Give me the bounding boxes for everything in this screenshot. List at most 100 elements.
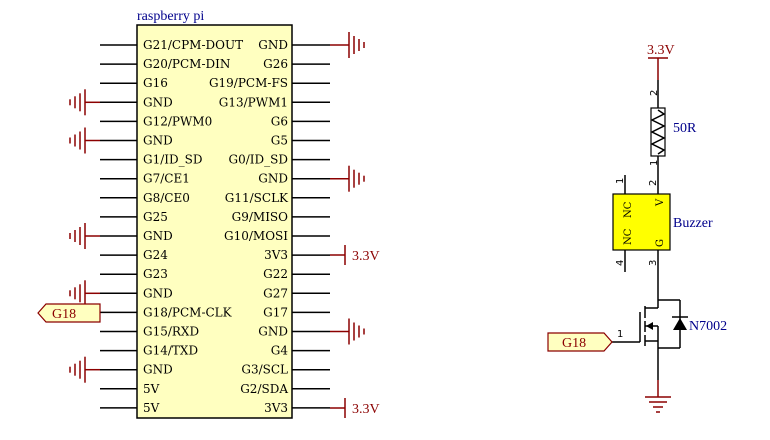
left-pin-label: GND [143,134,173,148]
right-pin: G3/SCL [241,363,330,377]
right-pin-label: GND [258,172,288,186]
r-pin-top: 2 [649,90,660,96]
left-pin-label: G25 [143,210,168,224]
left-pin: G7/CE1 [100,172,190,186]
g18-net-label-right: G18 [547,332,613,352]
right-pin-group: GND G26 G19/PCM-FS G13/PWM1 G6 G5 G0/ID_SD GND G… [209,32,365,415]
buzzer: NC NC V G Buzzer 1 2 4 3 [612,175,713,290]
right-pin: G4 [271,344,330,358]
chip-title: raspberry pi [137,9,204,24]
buzzer-label: Buzzer [673,216,713,231]
right-pin: G27 [263,286,330,300]
left-pin-label: G20/PCM-DIN [143,57,230,71]
right-pin-label: G13/PWM1 [219,95,288,109]
raspberry-pi-chip [136,24,293,419]
r-pin-bot: 1 [649,160,660,166]
left-pin: G1/ID_SD [100,153,202,167]
left-pin-label: 5V [143,382,160,396]
ground-symbol [330,165,365,192]
right-pin-label: G6 [271,114,288,128]
left-pin-group: G21/CPM-DOUT G20/PCM-DIN G16 GND G12/PWM0 GND… [69,38,243,415]
g18-label-left: G18 [52,307,76,322]
vcc-top: 3.3V [647,43,675,80]
bz-pin-tr: 2 [648,180,659,186]
g18-label-right: G18 [562,336,586,351]
right-pin: GND [258,32,365,58]
right-pin-label: G9/MISO [232,210,289,224]
right-pin-label: G17 [263,305,288,319]
left-pin-label: G14/TXD [143,344,198,358]
vcc-top-label: 3.3V [647,43,675,58]
left-pin: G12/PWM0 [100,114,212,128]
ground-symbol [69,89,100,116]
left-pin-label: G21/CPM-DOUT [143,38,243,52]
left-pin: GND [69,89,173,116]
resistor-50r: 50R 2 1 [649,80,697,194]
right-pin-label: 3V3 [264,401,288,415]
left-pin-label: GND [143,95,173,109]
right-pin: G6 [271,114,330,128]
right-pin-label: G22 [263,267,288,281]
right-pin: G0/ID_SD [229,153,330,167]
ground-symbol-bottom [645,380,671,413]
transistor-label: N7002 [689,319,727,334]
resistor-label: 50R [673,121,697,136]
left-pin: G23 [100,267,168,281]
left-pin-label: G12/PWM0 [143,114,212,128]
bz-pin-bl: 4 [615,260,626,266]
left-pin-label: G1/ID_SD [143,153,202,167]
right-pin-label: 3V3 [264,248,288,262]
left-pin-label: GND [143,229,173,243]
ground-symbol [330,32,365,58]
buzzer-v: V [655,198,666,207]
right-pin-label: G3/SCL [241,363,288,377]
left-pin-label: GND [143,363,173,377]
right-pin-label: G27 [263,286,288,300]
left-pin: G24 [100,248,168,262]
right-pin-label: G2/SDA [240,382,288,396]
left-pin-label: G24 [143,248,168,262]
bz-pin-br: 3 [648,260,659,266]
ground-symbol [69,223,100,249]
right-pin: 3V3 [264,401,330,415]
left-pin: G16 [100,76,168,90]
ground-symbol [69,280,100,307]
left-pin-label: G23 [143,267,168,281]
left-pin-label: G7/CE1 [143,172,190,186]
left-pin: GND [69,223,173,249]
left-pin-label: GND [143,286,173,300]
left-pin: G8/CE0 [100,191,190,205]
ground-symbol [69,127,100,154]
right-pin-label: G10/MOSI [224,229,288,243]
left-pin-label: G8/CE0 [143,191,190,205]
right-pin: G10/MOSI [224,229,330,243]
left-pin: G21/CPM-DOUT [100,38,243,52]
left-pin-label: G18/PCM-CLK [143,305,233,319]
vcc-label-a: 3.3V [352,249,380,264]
right-pin-label: G19/PCM-FS [209,76,288,90]
right-pin: GND [258,165,365,192]
buzzer-nc2: NC [623,228,634,245]
bz-pin-tl: 1 [615,178,626,184]
ground-symbol [330,318,365,345]
vcc-flag-3v3-a: 3.3V [330,245,380,265]
left-pin-label: 5V [143,401,160,415]
right-pin: G19/PCM-FS [209,76,330,90]
g18-net-label-left: G18 [37,303,101,323]
left-pin: G20/PCM-DIN [100,57,230,71]
right-pin-label: G26 [263,57,288,71]
left-pin: G15/RXD [100,325,199,339]
buzzer-nc1: NC [623,201,634,218]
right-pin: G2/SDA [240,382,330,396]
left-pin: GND [69,127,173,154]
left-pin: GND [69,280,173,307]
left-pin: GND [69,356,173,383]
left-pin: 5V [100,401,160,415]
left-pin: G14/TXD [100,344,198,358]
left-pin: G25 [100,210,168,224]
mosfet-n7002: N7002 1 [612,290,727,380]
right-pin-label: GND [258,325,288,339]
right-pin-label: G11/SCLK [225,191,289,205]
gate-pin-num: 1 [617,329,623,340]
